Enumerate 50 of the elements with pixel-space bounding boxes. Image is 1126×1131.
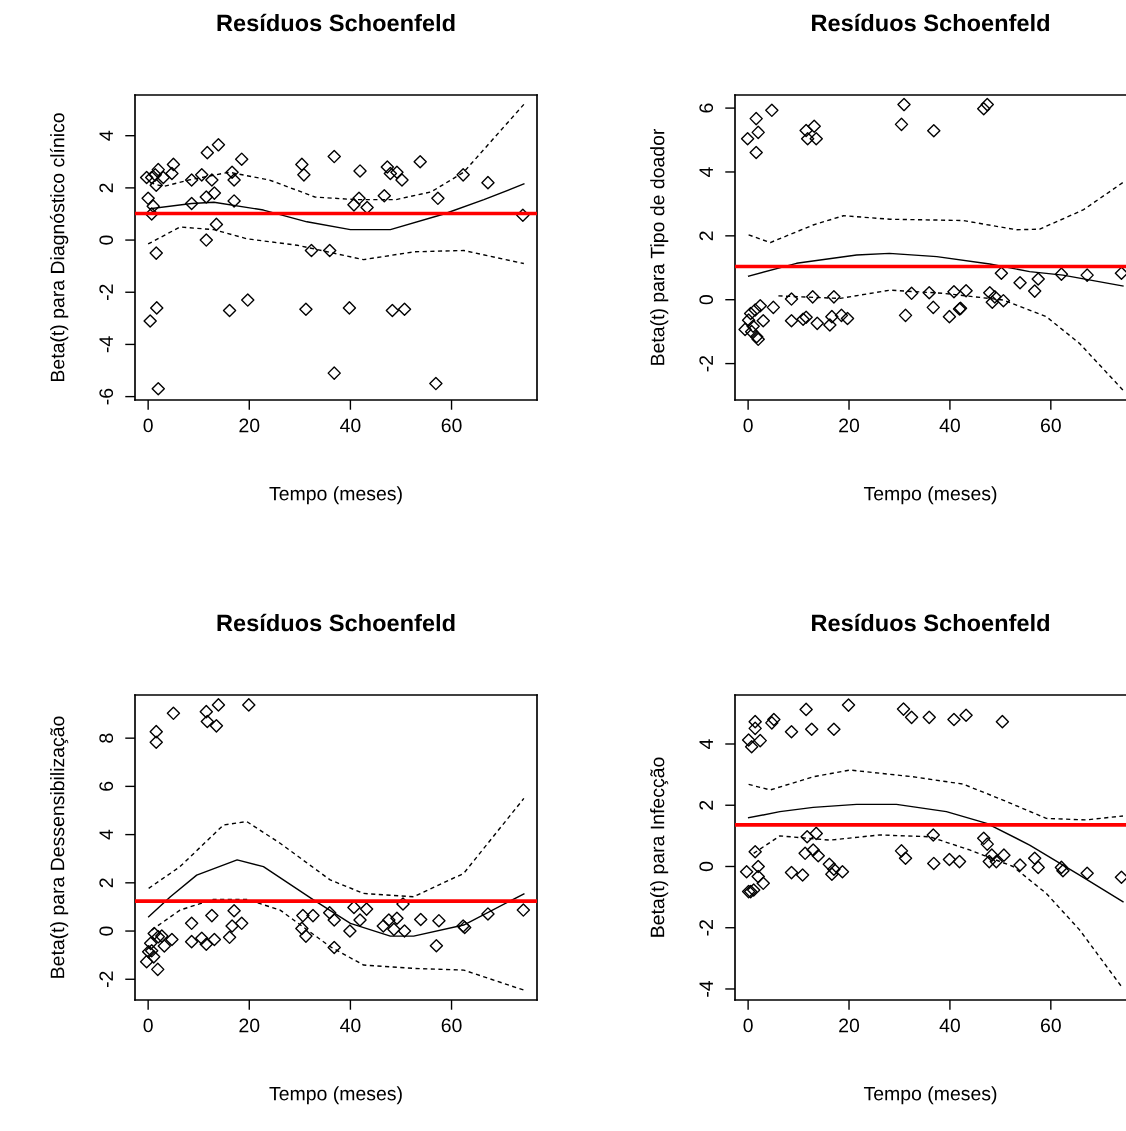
x-tick-label: 0 — [743, 1018, 753, 1033]
x-tick-label: 20 — [239, 418, 260, 433]
y-axis-title: Beta(t) para Tipo de doador — [650, 128, 669, 365]
y-tick-label: -2 — [99, 284, 113, 301]
y-axis-title: Beta(t) para Dessensibilização — [50, 716, 69, 978]
y-tick-label: -4 — [99, 336, 113, 353]
x-tick-label: 40 — [939, 1018, 960, 1033]
x-tick-label: 60 — [1041, 1018, 1061, 1033]
y-tick-label: 0 — [699, 295, 714, 305]
x-axis-title: Tempo (meses) — [863, 486, 997, 505]
y-tick-label: 8 — [99, 733, 114, 743]
chart-title: Resíduos Schoenfeld — [812, 13, 1049, 32]
x-tick-label: 20 — [839, 418, 860, 433]
x-tick-label: 20 — [839, 1018, 860, 1033]
y-tick-label: 0 — [99, 235, 114, 245]
y-tick-label: 6 — [99, 781, 114, 791]
y-tick-label: -6 — [99, 388, 114, 405]
y-tick-label: 4 — [99, 130, 113, 141]
y-tick-label: 2 — [99, 183, 113, 193]
x-axis-title: Tempo (meses) — [269, 1086, 402, 1105]
y-tick-label: 4 — [699, 167, 713, 177]
y-tick-label: 6 — [699, 103, 714, 113]
y-tick-label: -2 — [699, 355, 713, 372]
x-tick-label: 0 — [743, 418, 753, 433]
y-axis-title: Beta(t) para Diagnóstico clínico — [49, 113, 69, 381]
x-tick-label: 60 — [441, 1018, 462, 1033]
x-tick-label: 20 — [239, 1018, 260, 1033]
x-tick-label: 60 — [441, 418, 462, 433]
x-tick-label: 40 — [939, 418, 960, 433]
y-tick-label: 0 — [699, 861, 714, 872]
chart-title: Resíduos Schoenfeld — [217, 13, 455, 32]
y-tick-label: 4 — [99, 829, 113, 840]
chart-title: Resíduos Schoenfeld — [812, 613, 1049, 632]
x-tick-label: 60 — [1041, 418, 1061, 433]
x-tick-label: 40 — [340, 418, 361, 433]
chart-title: Resíduos Schoenfeld — [217, 613, 455, 632]
y-tick-label: -2 — [699, 920, 713, 936]
y-tick-label: -2 — [99, 971, 113, 988]
y-tick-label: 0 — [99, 926, 114, 936]
y-tick-label: 2 — [699, 231, 713, 241]
x-tick-label: 0 — [143, 418, 153, 433]
x-axis-title: Tempo (meses) — [269, 486, 402, 505]
y-tick-label: 2 — [99, 878, 113, 888]
y-tick-label: 4 — [699, 739, 713, 749]
y-tick-label: 2 — [699, 800, 713, 810]
x-tick-label: 40 — [340, 1018, 361, 1033]
y-axis-title: Beta(t) para Infecção — [650, 757, 669, 937]
x-tick-label: 0 — [143, 1018, 153, 1033]
x-axis-title: Tempo (meses) — [863, 1086, 997, 1105]
y-tick-label: -4 — [699, 980, 713, 997]
